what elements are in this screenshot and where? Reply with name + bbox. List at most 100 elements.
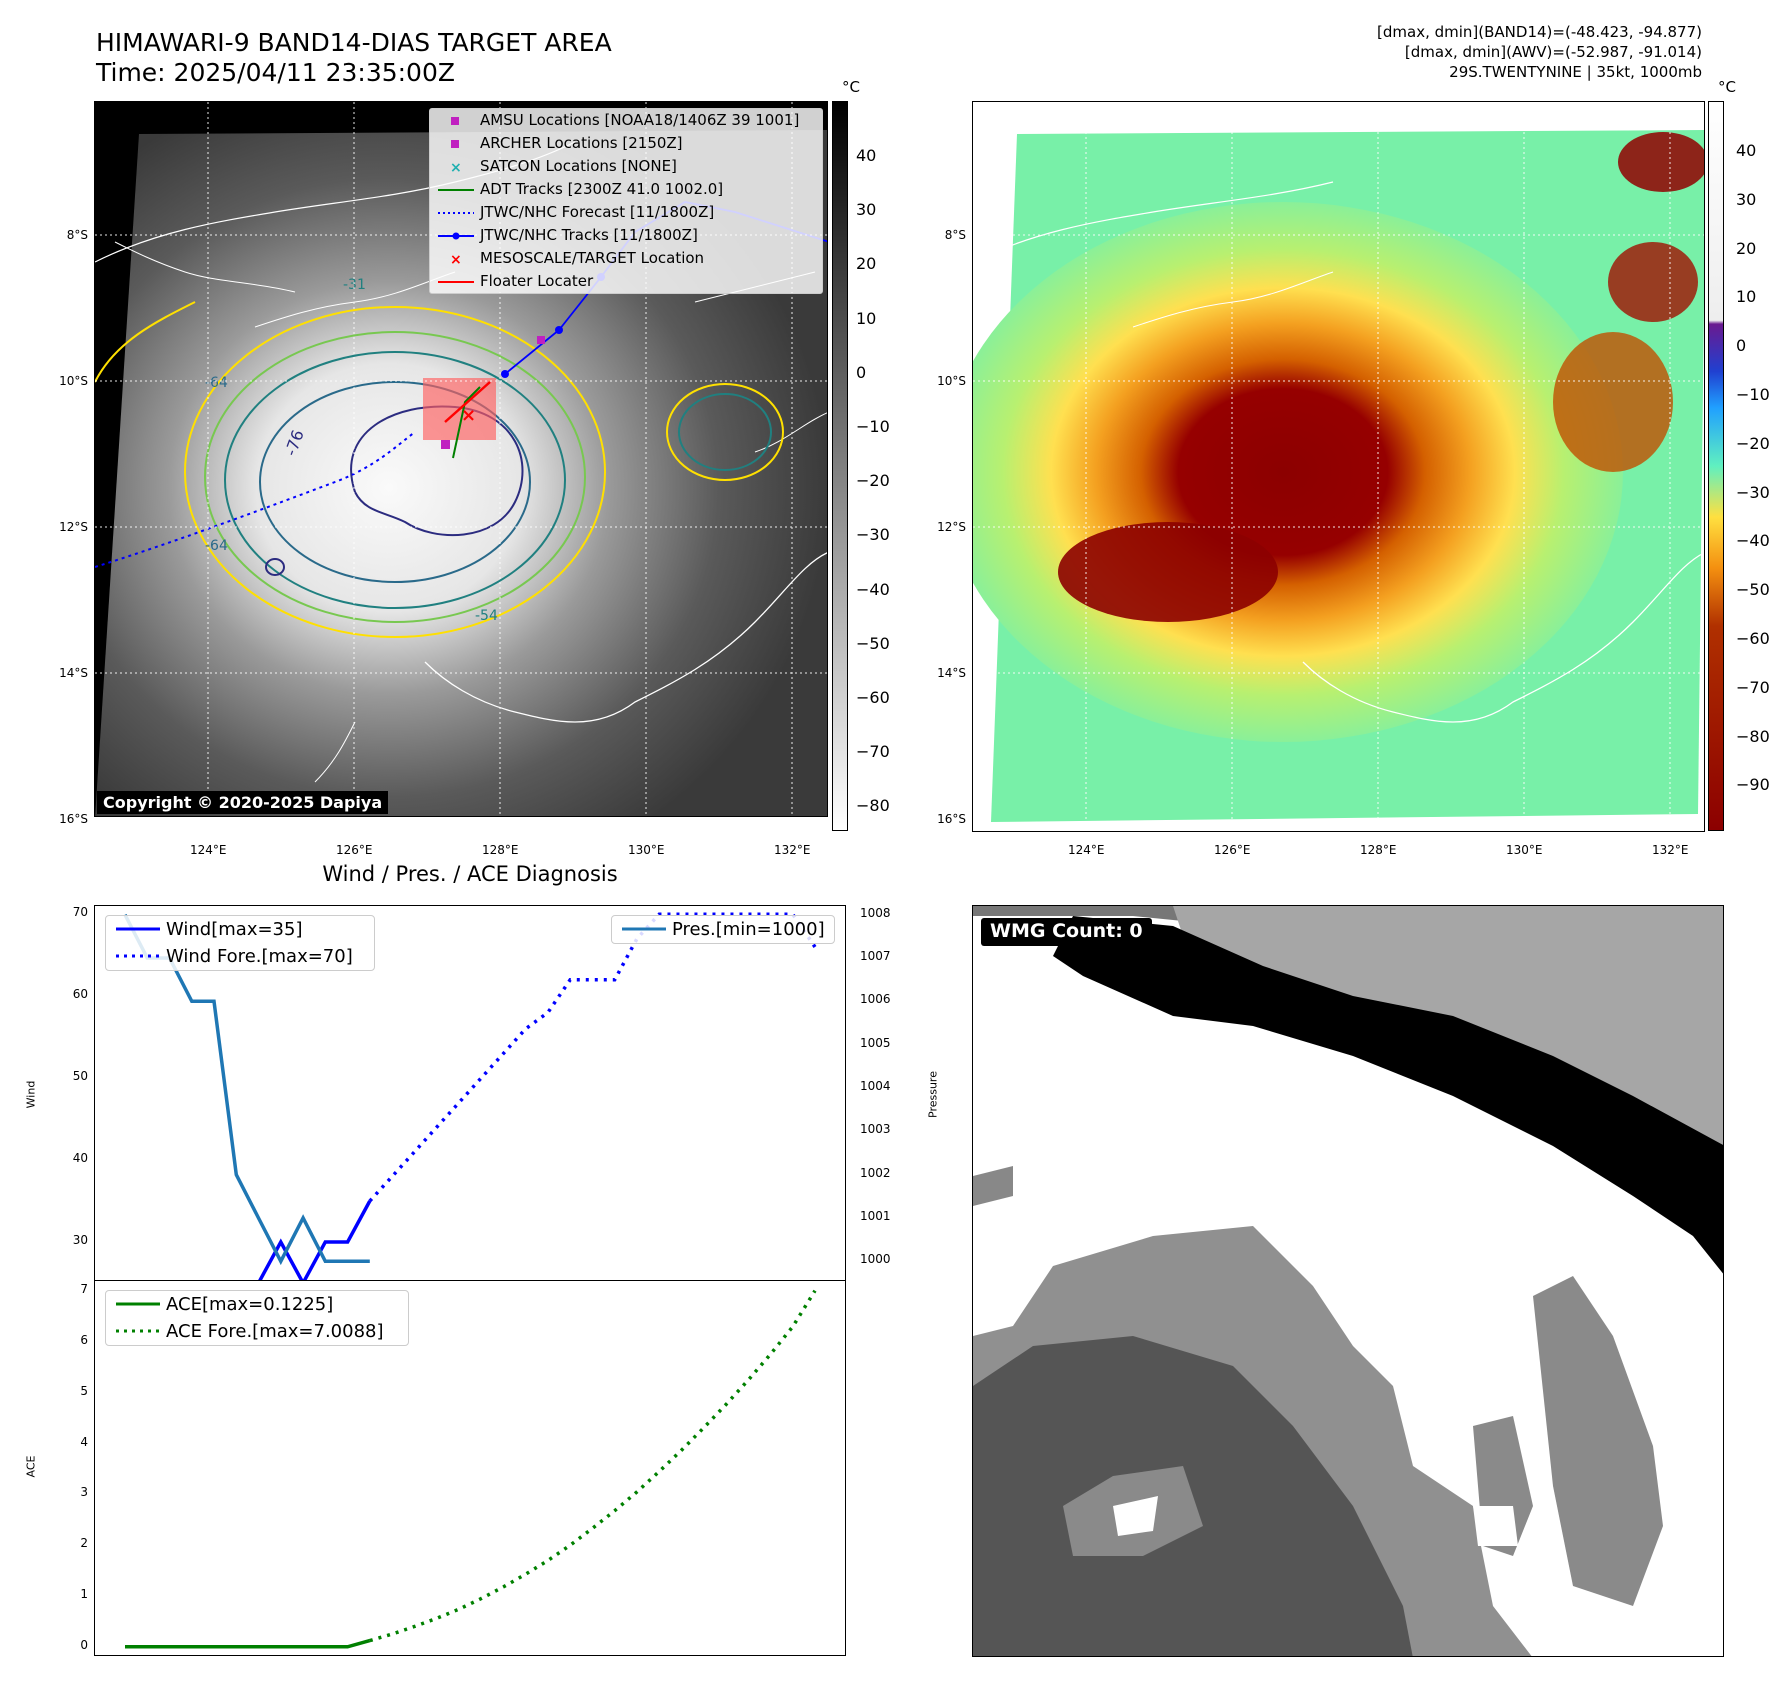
awv-colorbar-tick: 0 bbox=[1736, 336, 1747, 356]
ir-colorbar-unit: °C bbox=[842, 78, 860, 96]
forecast-track bbox=[95, 431, 416, 568]
y-tick-label: 30 bbox=[72, 1233, 88, 1248]
legend-ace-forecast: ACE Fore.[max=7.0088] bbox=[116, 1321, 384, 1342]
ir-colorbar-tick: −50 bbox=[856, 633, 890, 653]
legend-amsu: AMSU Locations [NOAA18/1406Z 39 1001] bbox=[430, 109, 822, 132]
ace-chart: ACE[max=0.1225] ACE Fore.[max=7.0088] bbox=[94, 1280, 846, 1656]
amsu-marker bbox=[537, 336, 545, 344]
lon-label: 132°E bbox=[774, 843, 811, 857]
lon-label: 124°E bbox=[1068, 843, 1105, 857]
ir-colorbar-tick: 30 bbox=[856, 200, 877, 220]
ir-colorbar bbox=[832, 101, 848, 831]
awv-colorbar-tick: −50 bbox=[1736, 580, 1770, 600]
ace-axis-label: ACE bbox=[24, 1455, 38, 1478]
y-tick-label: 2 bbox=[80, 1536, 88, 1551]
legend-wind-forecast: Wind Fore.[max=70] bbox=[116, 946, 353, 967]
ir-colorbar-tick: 0 bbox=[856, 362, 867, 382]
y-tick-label: 50 bbox=[72, 1069, 88, 1084]
ir-colorbar-tick: −70 bbox=[856, 742, 890, 762]
legend-satcon: × SATCON Locations [NONE] bbox=[450, 157, 677, 175]
y-tick-label: 4 bbox=[80, 1434, 88, 1449]
ir-colorbar-tick: −80 bbox=[856, 796, 890, 816]
legend-jtwc-forecast: JTWC/NHC Forecast [11/1800Z] bbox=[438, 203, 715, 221]
floater-locater bbox=[444, 381, 491, 423]
awv-colorbar-tick: 20 bbox=[1736, 238, 1757, 258]
awv-colorbar-tick: 30 bbox=[1736, 189, 1757, 209]
y-right-tick-label: 1002 bbox=[860, 1165, 891, 1180]
ir-colorbar-tick: 40 bbox=[856, 146, 877, 165]
ace-legend: ACE[max=0.1225] ACE Fore.[max=7.0088] bbox=[105, 1290, 409, 1346]
legend-pressure: Pres.[min=1000] bbox=[622, 919, 825, 940]
legend-target: × MESOSCALE/TARGET Location bbox=[450, 249, 705, 267]
lat-label: 12°S bbox=[937, 520, 966, 534]
ir-colorbar-tick: −40 bbox=[856, 579, 890, 599]
lon-label: 124°E bbox=[190, 843, 227, 857]
ir-colorbar-tick: −10 bbox=[856, 417, 890, 436]
y-tick-label: 7 bbox=[80, 1282, 88, 1297]
lat-label: 10°S bbox=[59, 374, 88, 388]
awv-colorbar-unit: °C bbox=[1718, 78, 1736, 96]
wmg-image bbox=[973, 906, 1723, 1656]
ir-colorbar-tick: −20 bbox=[856, 471, 890, 491]
awv-map-image bbox=[973, 102, 1704, 831]
lon-label: 128°E bbox=[1360, 843, 1397, 857]
y-right-tick-label: 1007 bbox=[860, 949, 891, 963]
target-x-marker: × bbox=[461, 405, 476, 426]
contour-label: -64 bbox=[205, 375, 228, 391]
lat-label: 8°S bbox=[944, 228, 966, 242]
title-line-1: HIMAWARI-9 BAND14-DIAS TARGET AREA bbox=[96, 28, 612, 57]
y-right-tick-label: 1003 bbox=[860, 1122, 891, 1137]
y-tick-label: 1 bbox=[80, 1587, 88, 1602]
adt-track bbox=[452, 386, 481, 459]
svg-text:×: × bbox=[450, 252, 462, 267]
wind-axis-label: Wind bbox=[24, 1080, 38, 1109]
contour-label: -64 bbox=[205, 538, 228, 554]
awv-colorbar-tick: −60 bbox=[1736, 629, 1770, 648]
lat-label: 16°S bbox=[937, 812, 966, 826]
awv-colorbar-tick: −80 bbox=[1736, 726, 1770, 746]
ir-map-panel: -31 -64 -76 -64 -54 × AMSU Locations [NO bbox=[94, 101, 828, 817]
info-line-2: [dmax, dmin](AWV)=(-52.987, -91.014) bbox=[1404, 43, 1702, 61]
awv-colorbar-tick: 40 bbox=[1736, 141, 1757, 160]
legend-floater: Floater Locater bbox=[438, 272, 594, 290]
title-line-2: Time: 2025/04/11 23:35:00Z bbox=[96, 58, 455, 87]
lon-label: 130°E bbox=[628, 843, 665, 857]
series-line-1 bbox=[369, 1289, 817, 1643]
y-right-tick-label: 1005 bbox=[860, 1035, 891, 1050]
ir-colorbar-tick: −60 bbox=[856, 688, 890, 707]
legend-adt: ADT Tracks [2300Z 41.0 1002.0] bbox=[438, 180, 724, 198]
ir-colorbar-tick: 10 bbox=[856, 308, 877, 328]
pressure-axis-label: Pressure bbox=[926, 1071, 940, 1118]
legend-archer: ARCHER Locations [2150Z] bbox=[430, 132, 822, 155]
series-line-0 bbox=[125, 1638, 371, 1649]
y-tick-label: 5 bbox=[80, 1383, 88, 1398]
lat-label: 16°S bbox=[59, 812, 88, 826]
awv-colorbar-tick: −10 bbox=[1736, 385, 1770, 404]
lon-label: 126°E bbox=[1214, 843, 1251, 857]
y-right-tick-label: 1008 bbox=[860, 905, 891, 920]
awv-colorbar-tick: 10 bbox=[1736, 287, 1757, 307]
lat-label: 12°S bbox=[59, 520, 88, 534]
wind-pressure-chart: Wind[max=35] Wind Fore.[max=70] Pres.[mi… bbox=[94, 905, 846, 1282]
ir-colorbar-tick: 20 bbox=[856, 254, 877, 274]
svg-text:×: × bbox=[450, 160, 462, 175]
ir-colorbar-tick: −30 bbox=[856, 525, 890, 545]
legend-jtwc-tracks: JTWC/NHC Tracks [11/1800Z] bbox=[430, 224, 822, 247]
awv-colorbar-tick: −30 bbox=[1736, 482, 1770, 502]
info-line-3: 29S.TWENTYNINE | 35kt, 1000mb bbox=[1449, 63, 1702, 81]
awv-map-panel bbox=[972, 101, 1705, 832]
y-tick-label: 3 bbox=[80, 1485, 88, 1500]
archer-marker bbox=[441, 440, 450, 449]
y-tick-label: 6 bbox=[80, 1332, 88, 1347]
ace-plot bbox=[125, 1289, 817, 1649]
y-right-tick-label: 1006 bbox=[860, 992, 891, 1007]
diagnosis-title: Wind / Pres. / ACE Diagnosis bbox=[322, 862, 618, 886]
lon-label: 132°E bbox=[1652, 843, 1689, 857]
y-tick-label: 0 bbox=[80, 1637, 88, 1652]
copyright-label: Copyright © 2020-2025 Dapiya bbox=[97, 791, 389, 814]
awv-colorbar bbox=[1708, 101, 1724, 831]
wind-legend: Wind[max=35] Wind Fore.[max=70] bbox=[105, 915, 375, 971]
lon-label: 130°E bbox=[1506, 843, 1543, 857]
legend-wind: Wind[max=35] bbox=[116, 919, 303, 940]
series-line-1 bbox=[368, 912, 817, 1203]
